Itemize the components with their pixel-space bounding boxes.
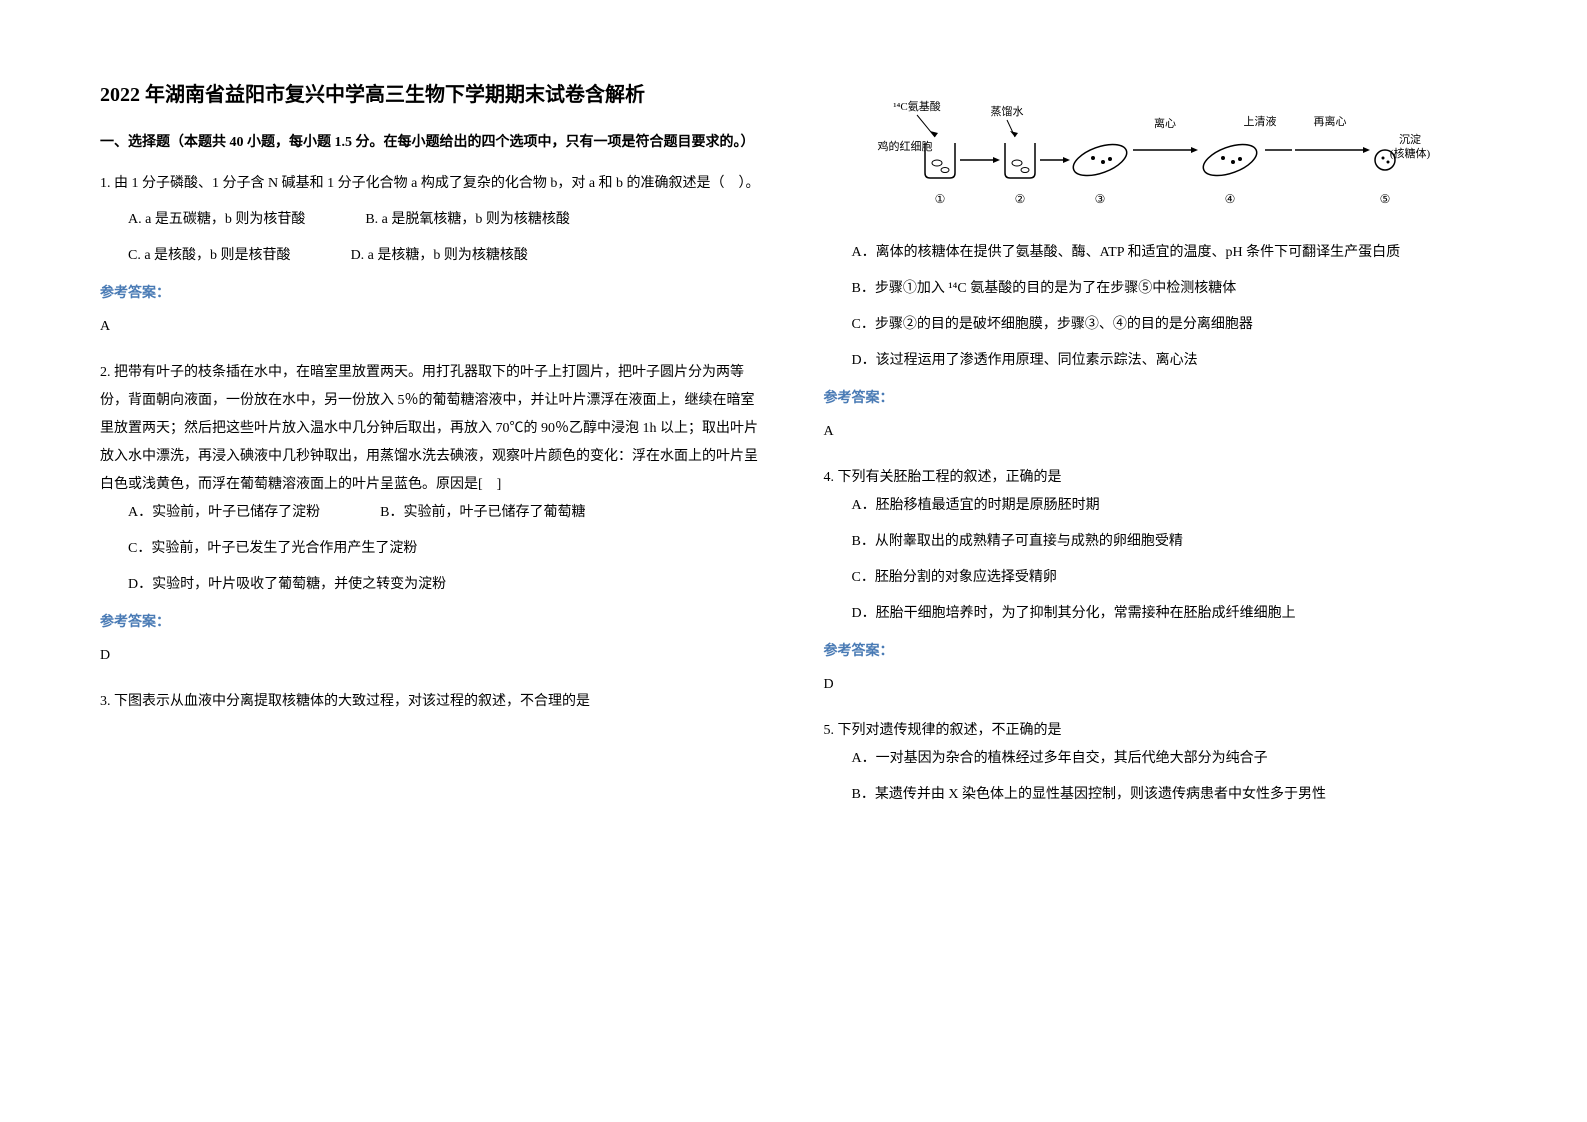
option-a: A．实验前，叶子已储存了淀粉 <box>128 499 320 527</box>
option-a: A．离体的核糖体在提供了氨基酸、酶、ATP 和适宜的温度、pH 条件下可翻译生产… <box>852 239 1488 267</box>
answer-value: A <box>824 418 1488 446</box>
diagram-label-supernatant: 上清液 <box>1244 114 1277 128</box>
arrow-head <box>1191 147 1198 153</box>
options-block: A．实验前，叶子已储存了淀粉 B．实验前，叶子已储存了葡萄糖 C．实验前，叶子已… <box>100 499 764 599</box>
question-3-stem: 3. 下图表示从血液中分离提取核糖体的大致过程，对该过程的叙述，不合理的是 <box>100 688 764 716</box>
right-column: ¹⁴C氨基酸 蒸馏水 鸡的红细胞 离心 上清液 再离心 沉淀 (核糖体) <box>824 80 1488 1042</box>
question-stem: 3. 下图表示从血液中分离提取核糖体的大致过程，对该过程的叙述，不合理的是 <box>100 688 764 716</box>
answer-label: 参考答案： <box>824 638 1488 666</box>
answer-label: 参考答案： <box>824 385 1488 413</box>
question-stem: 1. 由 1 分子磷酸、1 分子含 N 碱基和 1 分子化合物 a 构成了复杂的… <box>100 170 764 198</box>
option-d: D．胚胎干细胞培养时，为了抑制其分化，常需接种在胚胎成纤维细胞上 <box>852 600 1488 628</box>
option-b: B．实验前，叶子已储存了葡萄糖 <box>380 499 585 527</box>
tube-3 <box>1069 138 1131 182</box>
question-3-options: A．离体的核糖体在提供了氨基酸、酶、ATP 和适宜的温度、pH 条件下可翻译生产… <box>824 239 1488 446</box>
diagram-svg: ¹⁴C氨基酸 蒸馏水 鸡的红细胞 离心 上清液 再离心 沉淀 (核糖体) <box>875 95 1435 215</box>
option-b: B．从附睾取出的成熟精子可直接与成熟的卵细胞受精 <box>852 528 1488 556</box>
option-c: C．步骤②的目的是破坏细胞膜，步骤③、④的目的是分离细胞器 <box>852 311 1488 339</box>
step-1: ① <box>935 192 946 206</box>
question-2: 2. 把带有叶子的枝条插在水中，在暗室里放置两天。用打孔器取下的叶子上打圆片，把… <box>100 359 764 670</box>
arrow-head <box>993 157 1000 163</box>
answer-value: D <box>824 671 1488 699</box>
arrow-head <box>1063 157 1070 163</box>
step-5: ⑤ <box>1380 192 1391 206</box>
process-diagram: ¹⁴C氨基酸 蒸馏水 鸡的红细胞 离心 上清液 再离心 沉淀 (核糖体) <box>824 95 1488 224</box>
diagram-label-centrifuge2: 再离心 <box>1314 114 1347 128</box>
option-a: A. a 是五碳糖，b 则为核苷酸 <box>128 206 305 234</box>
diagram-label-water: 蒸馏水 <box>991 104 1024 118</box>
step-4: ④ <box>1225 192 1236 206</box>
beaker-2 <box>1005 143 1035 178</box>
option-d: D．该过程运用了渗透作用原理、同位素示踪法、离心法 <box>852 347 1488 375</box>
left-column: 2022 年湖南省益阳市复兴中学高三生物下学期期末试卷含解析 一、选择题（本题共… <box>100 80 764 1042</box>
answer-value: D <box>100 642 764 670</box>
answer-label: 参考答案： <box>100 609 764 637</box>
option-b: B．某遗传并由 X 染色体上的显性基因控制，则该遗传病患者中女性多于男性 <box>852 781 1488 809</box>
diagram-label-c14: ¹⁴C氨基酸 <box>894 99 941 113</box>
arrow-head <box>1363 147 1370 153</box>
option-row: A. a 是五碳糖，b 则为核苷酸 B. a 是脱氧核糖，b 则为核糖核酸 <box>128 206 764 234</box>
option-c: C. a 是核酸，b 则是核苷酸 <box>128 242 291 270</box>
step-3: ③ <box>1095 192 1106 206</box>
question-4: 4. 下列有关胚胎工程的叙述，正确的是 A．胚胎移植最适宜的时期是原肠胚时期 B… <box>824 464 1488 699</box>
option-row: C. a 是核酸，b 则是核苷酸 D. a 是核糖，b 则为核糖核酸 <box>128 242 764 270</box>
diagram-label-precipitate2: (核糖体) <box>1390 146 1431 160</box>
page-title: 2022 年湖南省益阳市复兴中学高三生物下学期期末试卷含解析 <box>100 80 764 110</box>
question-stem: 2. 把带有叶子的枝条插在水中，在暗室里放置两天。用打孔器取下的叶子上打圆片，把… <box>100 359 764 499</box>
option-c: C．胚胎分割的对象应选择受精卵 <box>852 564 1488 592</box>
option-a: A．胚胎移植最适宜的时期是原肠胚时期 <box>852 492 1488 520</box>
answer-value: A <box>100 313 764 341</box>
step-2: ② <box>1015 192 1026 206</box>
question-5: 5. 下列对遗传规律的叙述，不正确的是 A．一对基因为杂合的植株经过多年自交，其… <box>824 717 1488 809</box>
diagram-label-centrifuge1: 离心 <box>1154 116 1176 130</box>
answer-label: 参考答案： <box>100 280 764 308</box>
arrow-head <box>1010 131 1018 137</box>
question-stem: 5. 下列对遗传规律的叙述，不正确的是 <box>824 717 1488 745</box>
option-c: C．实验前，叶子已发生了光合作用产生了淀粉 <box>128 535 764 563</box>
question-1: 1. 由 1 分子磷酸、1 分子含 N 碱基和 1 分子化合物 a 构成了复杂的… <box>100 170 764 341</box>
option-row: A．实验前，叶子已储存了淀粉 B．实验前，叶子已储存了葡萄糖 <box>128 499 764 527</box>
diagram-label-precipitate1: 沉淀 <box>1399 132 1421 146</box>
question-stem: 4. 下列有关胚胎工程的叙述，正确的是 <box>824 464 1488 492</box>
option-d: D. a 是核糖，b 则为核糖核酸 <box>351 242 528 270</box>
option-d: D．实验时，叶片吸收了葡萄糖，并使之转变为淀粉 <box>128 571 764 599</box>
options-block: A. a 是五碳糖，b 则为核苷酸 B. a 是脱氧核糖，b 则为核糖核酸 C.… <box>100 206 764 270</box>
options-block: A．离体的核糖体在提供了氨基酸、酶、ATP 和适宜的温度、pH 条件下可翻译生产… <box>824 239 1488 375</box>
option-a: A．一对基因为杂合的植株经过多年自交，其后代绝大部分为纯合子 <box>852 745 1488 773</box>
options-block: A．胚胎移植最适宜的时期是原肠胚时期 B．从附睾取出的成熟精子可直接与成熟的卵细… <box>824 492 1488 628</box>
tube-4 <box>1199 138 1261 182</box>
options-block: A．一对基因为杂合的植株经过多年自交，其后代绝大部分为纯合子 B．某遗传并由 X… <box>824 745 1488 809</box>
result-5 <box>1375 150 1395 170</box>
section-heading: 一、选择题（本题共 40 小题，每小题 1.5 分。在每小题给出的四个选项中，只… <box>100 130 764 155</box>
option-b: B. a 是脱氧核糖，b 则为核糖核酸 <box>365 206 570 234</box>
option-b: B．步骤①加入 ¹⁴C 氨基酸的目的是为了在步骤⑤中检测核糖体 <box>852 275 1488 303</box>
